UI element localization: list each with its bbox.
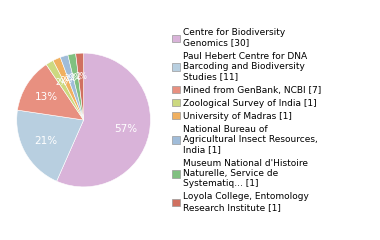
Wedge shape	[60, 55, 84, 120]
Wedge shape	[76, 53, 84, 120]
Wedge shape	[17, 110, 84, 181]
Text: 2%: 2%	[55, 78, 67, 87]
Text: 13%: 13%	[35, 92, 59, 102]
Wedge shape	[53, 57, 84, 120]
Wedge shape	[17, 65, 84, 120]
Wedge shape	[46, 60, 84, 120]
Text: 57%: 57%	[115, 124, 138, 134]
Wedge shape	[68, 54, 84, 120]
Wedge shape	[57, 53, 150, 187]
Text: 2%: 2%	[75, 72, 87, 81]
Text: 2%: 2%	[70, 73, 82, 82]
Legend: Centre for Biodiversity
Genomics [30], Paul Hebert Centre for DNA
Barcoding and : Centre for Biodiversity Genomics [30], P…	[172, 28, 322, 212]
Text: 2%: 2%	[65, 74, 77, 83]
Text: 2%: 2%	[60, 76, 72, 85]
Text: 21%: 21%	[34, 136, 57, 146]
